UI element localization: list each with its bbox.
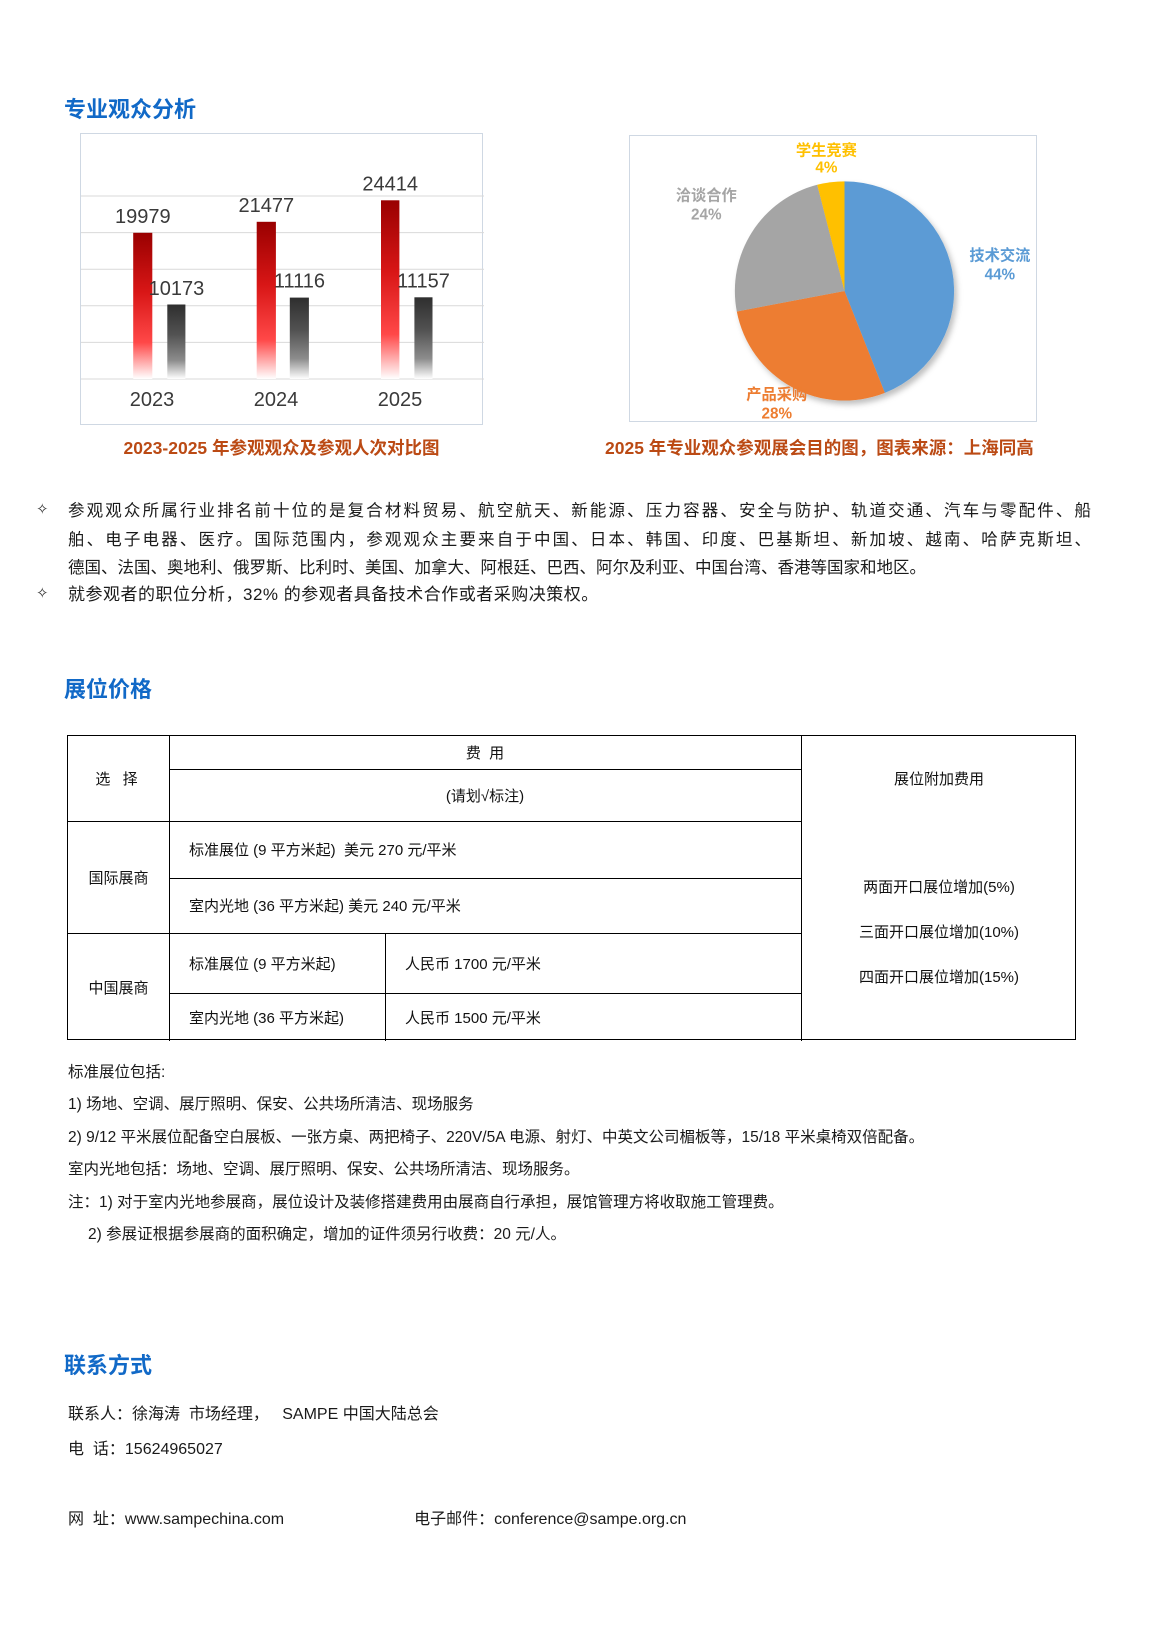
svg-text:产品采购: 产品采购 <box>746 383 807 405</box>
svg-text:4%: 4% <box>815 160 837 177</box>
svg-text:技术交流: 技术交流 <box>969 243 1030 265</box>
svg-text:2025: 2025 <box>378 389 423 411</box>
svg-text:10173: 10173 <box>149 278 205 300</box>
svg-text:21477: 21477 <box>238 195 294 217</box>
svg-text:28%: 28% <box>762 406 793 423</box>
svg-text:学生竞赛: 学生竞赛 <box>796 139 857 161</box>
svg-text:洽谈合作: 洽谈合作 <box>676 183 737 205</box>
svg-text:2024: 2024 <box>254 389 299 411</box>
svg-text:19979: 19979 <box>115 206 171 228</box>
svg-text:2023: 2023 <box>130 389 175 411</box>
svg-text:11116: 11116 <box>274 271 325 293</box>
svg-text:44%: 44% <box>985 267 1016 284</box>
svg-text:24414: 24414 <box>362 174 418 196</box>
svg-text:24%: 24% <box>691 206 722 223</box>
svg-text:11157: 11157 <box>397 270 450 292</box>
